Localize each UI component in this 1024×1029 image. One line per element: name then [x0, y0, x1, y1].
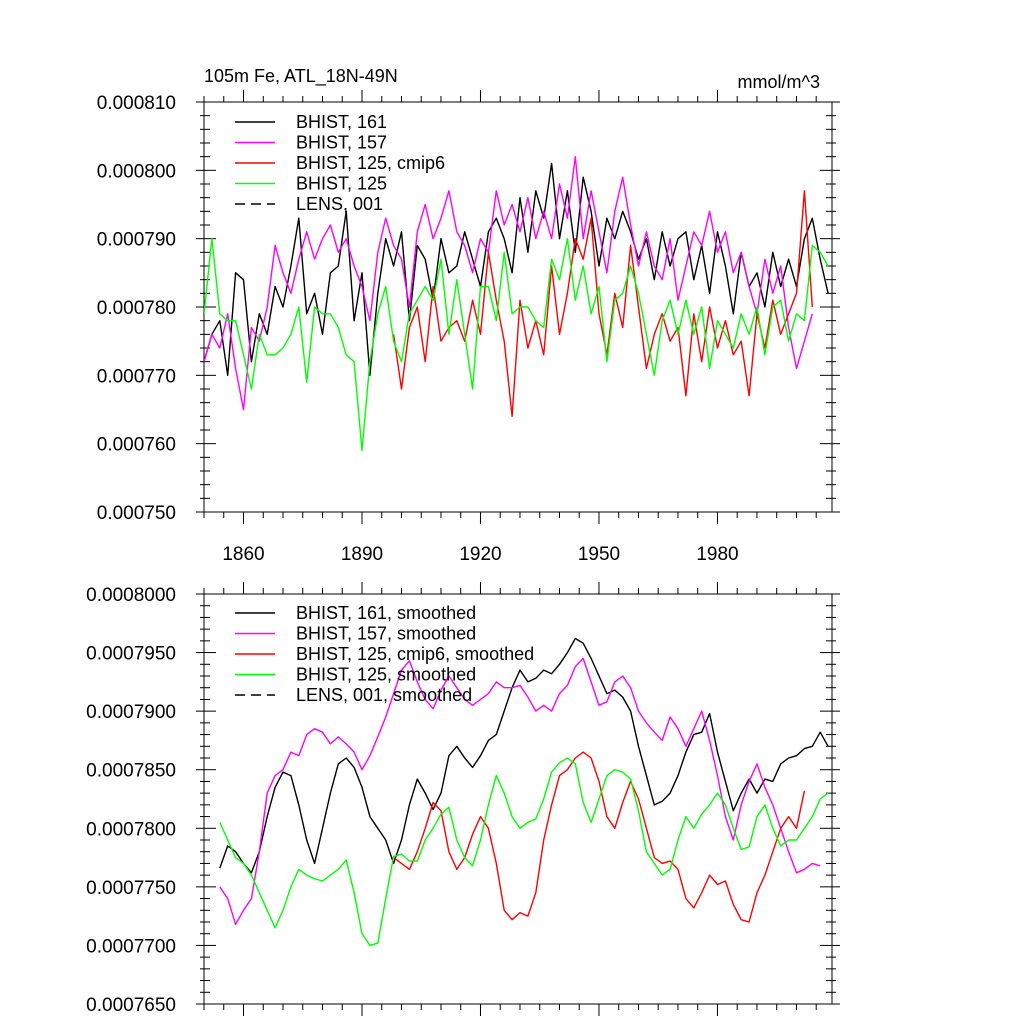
legend-label: BHIST, 125, cmip6, smoothed — [296, 644, 534, 664]
legend-label: LENS, 001, smoothed — [296, 685, 472, 705]
legend-label: BHIST, 157 — [296, 133, 387, 153]
x-tick-label: 1950 — [578, 544, 620, 565]
y-tick-label: 0.0007900 — [86, 702, 176, 723]
x-tick-label: 1920 — [459, 544, 501, 565]
y-tick-label: 0.0007850 — [86, 761, 176, 782]
chart-title: 105m Fe, ATL_18N-49N — [204, 66, 398, 87]
y-tick-label: 0.000750 — [97, 503, 176, 524]
legend-label: BHIST, 125, cmip6 — [296, 153, 445, 173]
series-line-red — [393, 751, 806, 923]
y-tick-label: 0.0008000 — [86, 585, 176, 606]
x-tick-label: 1860 — [222, 544, 264, 565]
legend-label: BHIST, 161, smoothed — [296, 603, 476, 623]
x-tick-label: 1890 — [341, 544, 383, 565]
series-group — [204, 155, 829, 452]
top-panel: 0.000750 0.000760 0.000770 0.000780 0.000790… — [97, 90, 840, 565]
y-tick-label: 0.0007950 — [86, 644, 176, 665]
y-tick-label: 0.000760 — [97, 435, 176, 456]
y-tick-label: 0.0007700 — [86, 936, 176, 957]
y-tick-label: 0.0007650 — [86, 995, 176, 1016]
y-tick-label: 0.000780 — [97, 298, 176, 319]
legend-label: LENS, 001 — [296, 194, 383, 214]
y-tick-label: 0.0007800 — [86, 819, 176, 840]
legend-label: BHIST, 125, smoothed — [296, 665, 476, 685]
legend-label: BHIST, 161 — [296, 112, 387, 132]
legend-label: BHIST, 157, smoothed — [296, 624, 476, 644]
series-line-green — [219, 757, 829, 947]
legend-label: BHIST, 125 — [296, 174, 387, 194]
y-tick-label: 0.000810 — [97, 93, 176, 114]
series-line-magenta — [204, 155, 813, 411]
series-line-black — [219, 637, 829, 874]
series-line-green — [204, 237, 829, 452]
series-line-magenta — [219, 657, 821, 925]
chart-units: mmol/m^3 — [738, 72, 820, 92]
series-group — [219, 637, 829, 947]
y-tick-label: 0.000800 — [97, 161, 176, 182]
plot-frame — [203, 593, 833, 1005]
y-tick-label: 0.000790 — [97, 230, 176, 251]
y-tick-label: 0.0007750 — [86, 878, 176, 899]
series-line-red — [392, 190, 813, 417]
bottom-panel: 0.0007650 0.0007700 0.0007750 0.0007800 0.00… — [86, 582, 840, 1016]
y-tick-label: 0.000770 — [97, 366, 176, 387]
x-tick-label: 1980 — [696, 544, 738, 565]
series-line-black — [204, 162, 829, 376]
